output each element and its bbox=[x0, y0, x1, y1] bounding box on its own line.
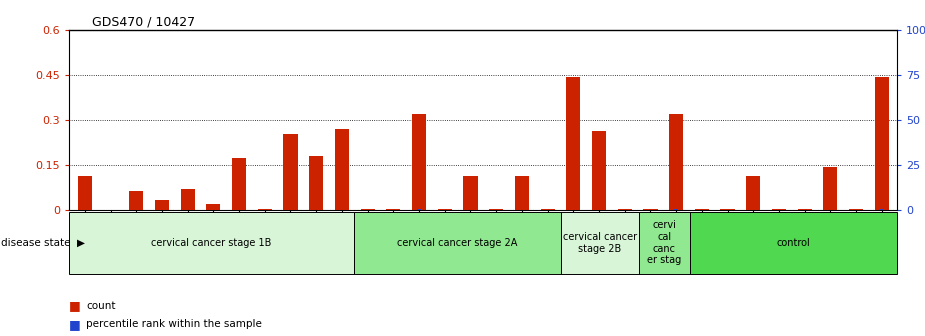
Bar bbox=[130, 191, 143, 210]
Text: GDS470 / 10427: GDS470 / 10427 bbox=[92, 15, 195, 28]
Text: percentile rank within the sample: percentile rank within the sample bbox=[86, 319, 262, 329]
Bar bbox=[154, 200, 169, 210]
Bar bbox=[489, 209, 503, 210]
Text: cervical cancer stage 2A: cervical cancer stage 2A bbox=[397, 238, 518, 248]
Bar bbox=[880, 209, 884, 210]
Bar bbox=[592, 131, 606, 210]
Bar bbox=[309, 156, 323, 210]
Bar bbox=[412, 114, 426, 210]
Bar bbox=[669, 114, 684, 210]
Text: ■: ■ bbox=[69, 299, 81, 312]
Text: ■: ■ bbox=[69, 318, 81, 331]
Bar bbox=[463, 175, 477, 210]
Bar bbox=[232, 158, 246, 210]
Bar bbox=[335, 129, 349, 210]
Bar bbox=[618, 209, 632, 210]
Bar bbox=[515, 175, 529, 210]
Text: cervical cancer
stage 2B: cervical cancer stage 2B bbox=[562, 232, 636, 254]
Text: cervi
cal
canc
er stag: cervi cal canc er stag bbox=[648, 220, 682, 265]
Bar bbox=[361, 209, 375, 210]
Bar bbox=[695, 209, 709, 210]
Bar bbox=[721, 209, 734, 210]
Bar bbox=[540, 209, 555, 210]
Bar bbox=[438, 209, 451, 210]
Bar bbox=[387, 209, 401, 210]
Bar bbox=[797, 209, 812, 210]
Text: cervical cancer stage 1B: cervical cancer stage 1B bbox=[152, 238, 272, 248]
Bar bbox=[644, 209, 658, 210]
Bar bbox=[771, 209, 786, 210]
Bar bbox=[283, 134, 298, 210]
Bar bbox=[566, 77, 580, 210]
Bar bbox=[673, 209, 678, 210]
Bar bbox=[823, 167, 837, 210]
Text: count: count bbox=[86, 301, 116, 311]
Bar bbox=[206, 204, 220, 210]
Text: disease state  ▶: disease state ▶ bbox=[1, 238, 85, 248]
Text: control: control bbox=[777, 238, 810, 248]
Bar bbox=[180, 189, 195, 210]
Bar bbox=[78, 175, 92, 210]
Bar bbox=[746, 175, 760, 210]
Bar bbox=[875, 77, 889, 210]
Bar bbox=[258, 209, 272, 210]
Bar bbox=[849, 209, 863, 210]
